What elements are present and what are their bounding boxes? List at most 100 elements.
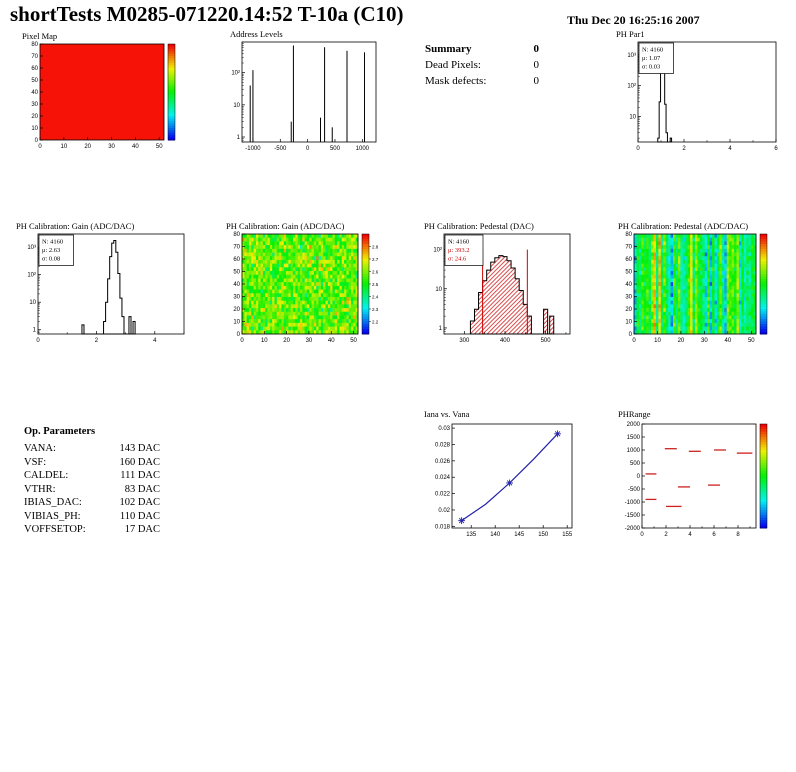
op-param-row: VOFFSETOP: 17 DAC bbox=[24, 524, 160, 535]
svg-text:μ: 393.2: μ: 393.2 bbox=[448, 247, 470, 254]
svg-text:20: 20 bbox=[625, 307, 632, 313]
svg-text:0: 0 bbox=[35, 138, 39, 144]
pixel-map-panel: Pixel Map 0 10 20 30 40 50 0 10 20 30 40 50 60 70 80 bbox=[16, 30, 192, 160]
op-param-row: VANA: 143 DAC bbox=[24, 443, 160, 454]
op-param-value: 160 DAC bbox=[119, 456, 160, 468]
op-param-row: VTHR: 83 DAC bbox=[24, 484, 160, 495]
svg-text:2: 2 bbox=[664, 532, 668, 538]
svg-text:4: 4 bbox=[688, 532, 692, 538]
svg-text:-500: -500 bbox=[274, 146, 287, 152]
svg-text:10²: 10² bbox=[433, 248, 442, 254]
svg-text:10: 10 bbox=[29, 300, 36, 306]
svg-text:0.022: 0.022 bbox=[435, 492, 451, 498]
svg-text:4: 4 bbox=[728, 146, 732, 152]
op-param-value: 102 DAC bbox=[119, 497, 160, 508]
timestamp: Thu Dec 20 16:25:16 2007 bbox=[567, 13, 700, 27]
op-param-value: 83 DAC bbox=[124, 483, 160, 495]
svg-text:50: 50 bbox=[233, 270, 240, 276]
address-levels-chart: Address Levels -1000 -500 0 500 1000 1 10 10² bbox=[230, 29, 377, 152]
svg-text:Address Levels: Address Levels bbox=[230, 29, 283, 39]
svg-text:-1000: -1000 bbox=[625, 500, 641, 506]
svg-text:60: 60 bbox=[233, 257, 240, 263]
svg-text:PHRange: PHRange bbox=[618, 409, 651, 419]
svg-text:4: 4 bbox=[153, 338, 157, 344]
pixel-map-chart: Pixel Map 0 10 20 30 40 50 0 10 20 30 40 50 60 70 80 bbox=[22, 31, 176, 150]
svg-text:0: 0 bbox=[632, 338, 636, 344]
op-param-name: IBIAS_DAC: bbox=[24, 497, 82, 508]
svg-text:40: 40 bbox=[625, 282, 632, 288]
svg-text:6: 6 bbox=[774, 146, 778, 152]
svg-text:2.5: 2.5 bbox=[372, 282, 379, 287]
svg-text:2000: 2000 bbox=[627, 422, 641, 428]
svg-text:-500: -500 bbox=[628, 487, 641, 493]
svg-text:50: 50 bbox=[31, 78, 38, 84]
svg-text:PH Calibration: Gain (ADC/DAC): PH Calibration: Gain (ADC/DAC) bbox=[16, 221, 134, 231]
gain-hist-chart: PH Calibration: Gain (ADC/DAC) 0 2 4 1 10 10² 1… bbox=[16, 221, 185, 344]
svg-text:0: 0 bbox=[38, 144, 42, 150]
op-param-value: 17 DAC bbox=[124, 524, 160, 535]
page-title: shortTests M0285-071220.14:52 T-10a (C10… bbox=[10, 2, 404, 26]
svg-text:Pixel Map: Pixel Map bbox=[22, 31, 57, 41]
svg-text:1: 1 bbox=[33, 328, 37, 334]
svg-text:10: 10 bbox=[654, 338, 661, 344]
svg-text:140: 140 bbox=[490, 532, 501, 538]
summary-block: Summary 0 Dead Pixels: 0 Mask defects: 0 bbox=[425, 43, 539, 91]
svg-text:2: 2 bbox=[682, 146, 686, 152]
svg-text:20: 20 bbox=[31, 114, 38, 120]
svg-text:20: 20 bbox=[84, 144, 91, 150]
svg-text:0: 0 bbox=[640, 532, 644, 538]
gain-hist-panel: PH Calibration: Gain (ADC/DAC) 0 2 4 1 10 10² 1… bbox=[10, 220, 198, 354]
svg-text:1000: 1000 bbox=[627, 448, 641, 454]
op-param-name: CALDEL: bbox=[24, 470, 69, 481]
svg-text:0.03: 0.03 bbox=[438, 426, 450, 432]
svg-text:10: 10 bbox=[233, 103, 240, 109]
svg-text:0.028: 0.028 bbox=[435, 442, 451, 448]
op-param-name: VANA: bbox=[24, 443, 56, 454]
svg-text:30: 30 bbox=[306, 338, 313, 344]
svg-text:PH Par1: PH Par1 bbox=[616, 29, 645, 39]
op-param-value: 111 DAC bbox=[120, 470, 160, 481]
svg-text:30: 30 bbox=[625, 295, 632, 301]
svg-text:0: 0 bbox=[637, 474, 641, 480]
svg-text:40: 40 bbox=[725, 338, 732, 344]
svg-text:-1000: -1000 bbox=[245, 146, 261, 152]
gain-map-chart: PH Calibration: Gain (ADC/DAC) 0 10 20 30 40 5… bbox=[226, 221, 379, 344]
op-param-name: VIBIAS_PH: bbox=[24, 510, 81, 522]
svg-text:10: 10 bbox=[261, 338, 268, 344]
iana-panel: Iana vs. Vana 135 140 145 150 155 0.018 0.02 0.0… bbox=[418, 408, 580, 550]
svg-text:30: 30 bbox=[31, 102, 38, 108]
svg-text:6: 6 bbox=[712, 532, 716, 538]
summary-value: 0 bbox=[533, 43, 540, 55]
svg-text:40: 40 bbox=[31, 90, 38, 96]
svg-text:-2000: -2000 bbox=[625, 526, 641, 532]
pedestal-hist-chart: PH Calibration: Pedestal (DAC) 300 400 500 1… bbox=[424, 221, 571, 344]
svg-text:8: 8 bbox=[736, 532, 740, 538]
svg-text:40: 40 bbox=[132, 144, 139, 150]
svg-text:μ: 1.07: μ: 1.07 bbox=[642, 55, 661, 62]
svg-text:0.02: 0.02 bbox=[438, 508, 450, 514]
op-param-name: VTHR: bbox=[24, 483, 56, 495]
svg-text:N: 4160: N: 4160 bbox=[448, 239, 469, 246]
svg-text:0: 0 bbox=[240, 338, 244, 344]
svg-text:2.3: 2.3 bbox=[372, 307, 379, 312]
svg-text:155: 155 bbox=[562, 532, 573, 538]
svg-text:σ: 24.6: σ: 24.6 bbox=[448, 256, 467, 263]
svg-text:μ: 2.63: μ: 2.63 bbox=[42, 247, 60, 254]
svg-text:500: 500 bbox=[541, 338, 552, 344]
svg-text:20: 20 bbox=[233, 307, 240, 313]
svg-text:80: 80 bbox=[625, 232, 632, 238]
op-param-value: 110 DAC bbox=[119, 510, 160, 522]
svg-text:135: 135 bbox=[466, 532, 477, 538]
svg-text:50: 50 bbox=[350, 338, 357, 344]
svg-text:N: 4160: N: 4160 bbox=[642, 47, 663, 54]
svg-text:50: 50 bbox=[748, 338, 755, 344]
svg-text:PH Calibration: Pedestal (DAC): PH Calibration: Pedestal (DAC) bbox=[424, 221, 534, 231]
svg-text:70: 70 bbox=[233, 245, 240, 251]
svg-text:0.018: 0.018 bbox=[435, 524, 451, 530]
svg-text:10: 10 bbox=[629, 115, 636, 121]
svg-text:80: 80 bbox=[31, 42, 38, 48]
svg-text:50: 50 bbox=[156, 144, 163, 150]
op-parameters-title: Op. Parameters bbox=[24, 426, 96, 437]
op-param-name: VOFFSETOP: bbox=[24, 524, 86, 535]
